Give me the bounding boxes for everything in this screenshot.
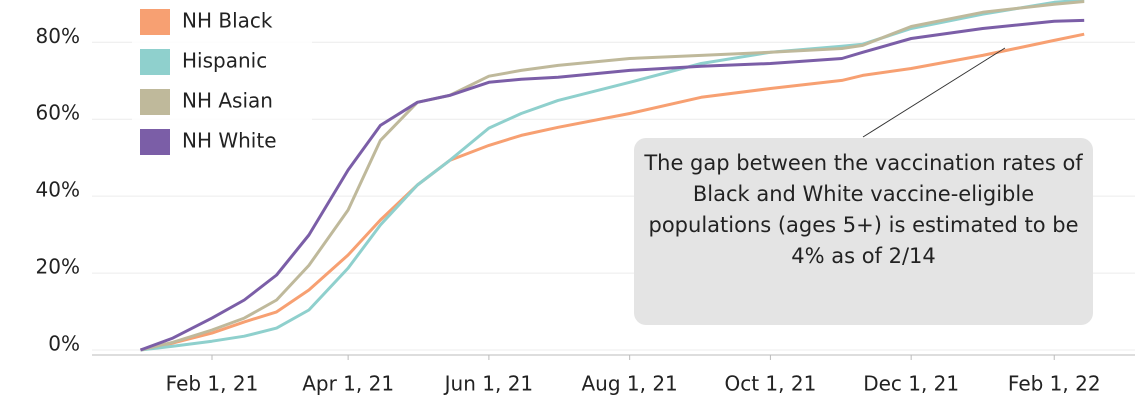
- line: [140, 0, 1085, 352]
- plot: 0% 20% 40% 60% 80% Feb 1, 21 Apr 1, 21 Jun 1, 2…: [36, 0, 1135, 396]
- legend-label: NH Asian: [182, 89, 273, 113]
- y-tick-label: 80%: [36, 24, 80, 48]
- y-tick-label: 40%: [36, 178, 80, 202]
- annotation-pointer: [862, 47, 1006, 138]
- legend-swatch: [140, 89, 170, 115]
- y-tick-label: 0%: [48, 332, 80, 356]
- annotation-box: [634, 138, 1093, 325]
- line: [139, 18, 1085, 352]
- x-tick-label: Dec 1, 21: [863, 372, 959, 396]
- line: [140, 32, 1085, 352]
- x-tick-label: Apr 1, 21: [302, 372, 394, 396]
- legend-label: NH White: [182, 129, 277, 153]
- y-tick-label: 60%: [36, 101, 80, 125]
- x-tick-label: Feb 1, 22: [1008, 372, 1101, 396]
- y-tick-label: 20%: [36, 255, 80, 279]
- legend-label: NH Black: [182, 9, 273, 33]
- legend-swatch: [140, 9, 170, 35]
- annotation: The gap between the vaccination rates of…: [644, 151, 1083, 268]
- x-tick-label: Jun 1, 21: [443, 372, 534, 396]
- x-tick-label: Feb 1, 21: [166, 372, 259, 396]
- x-tick-label: Aug 1, 21: [581, 372, 677, 396]
- x-tick-label: Oct 1, 21: [724, 372, 816, 396]
- legend-label: Hispanic: [182, 49, 267, 73]
- legend-swatch: [140, 129, 170, 155]
- legend-swatch: [140, 49, 170, 75]
- annotation-holder: The gap between the vaccination rates of…: [644, 151, 1083, 268]
